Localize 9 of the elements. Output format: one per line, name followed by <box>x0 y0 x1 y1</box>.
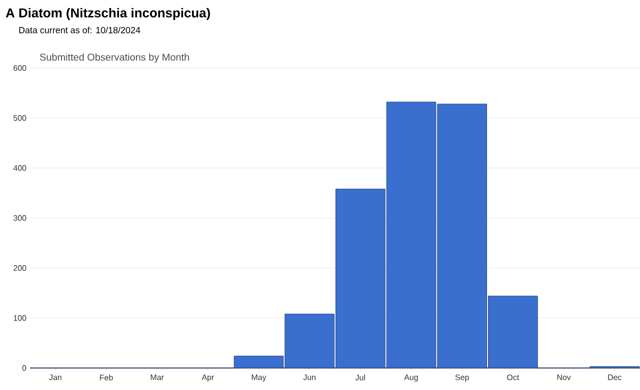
bar <box>336 188 386 368</box>
bar <box>437 104 487 368</box>
chart-subtitle: Data current as of: 10/18/2024 <box>19 26 140 34</box>
text: Submitted Observations by Month <box>40 53 189 63</box>
bar <box>284 314 334 368</box>
bar <box>234 356 284 368</box>
bar <box>488 296 538 368</box>
bar <box>386 102 436 368</box>
chart-title: A Diatom (Nitzschia inconspicua) <box>6 8 210 20</box>
